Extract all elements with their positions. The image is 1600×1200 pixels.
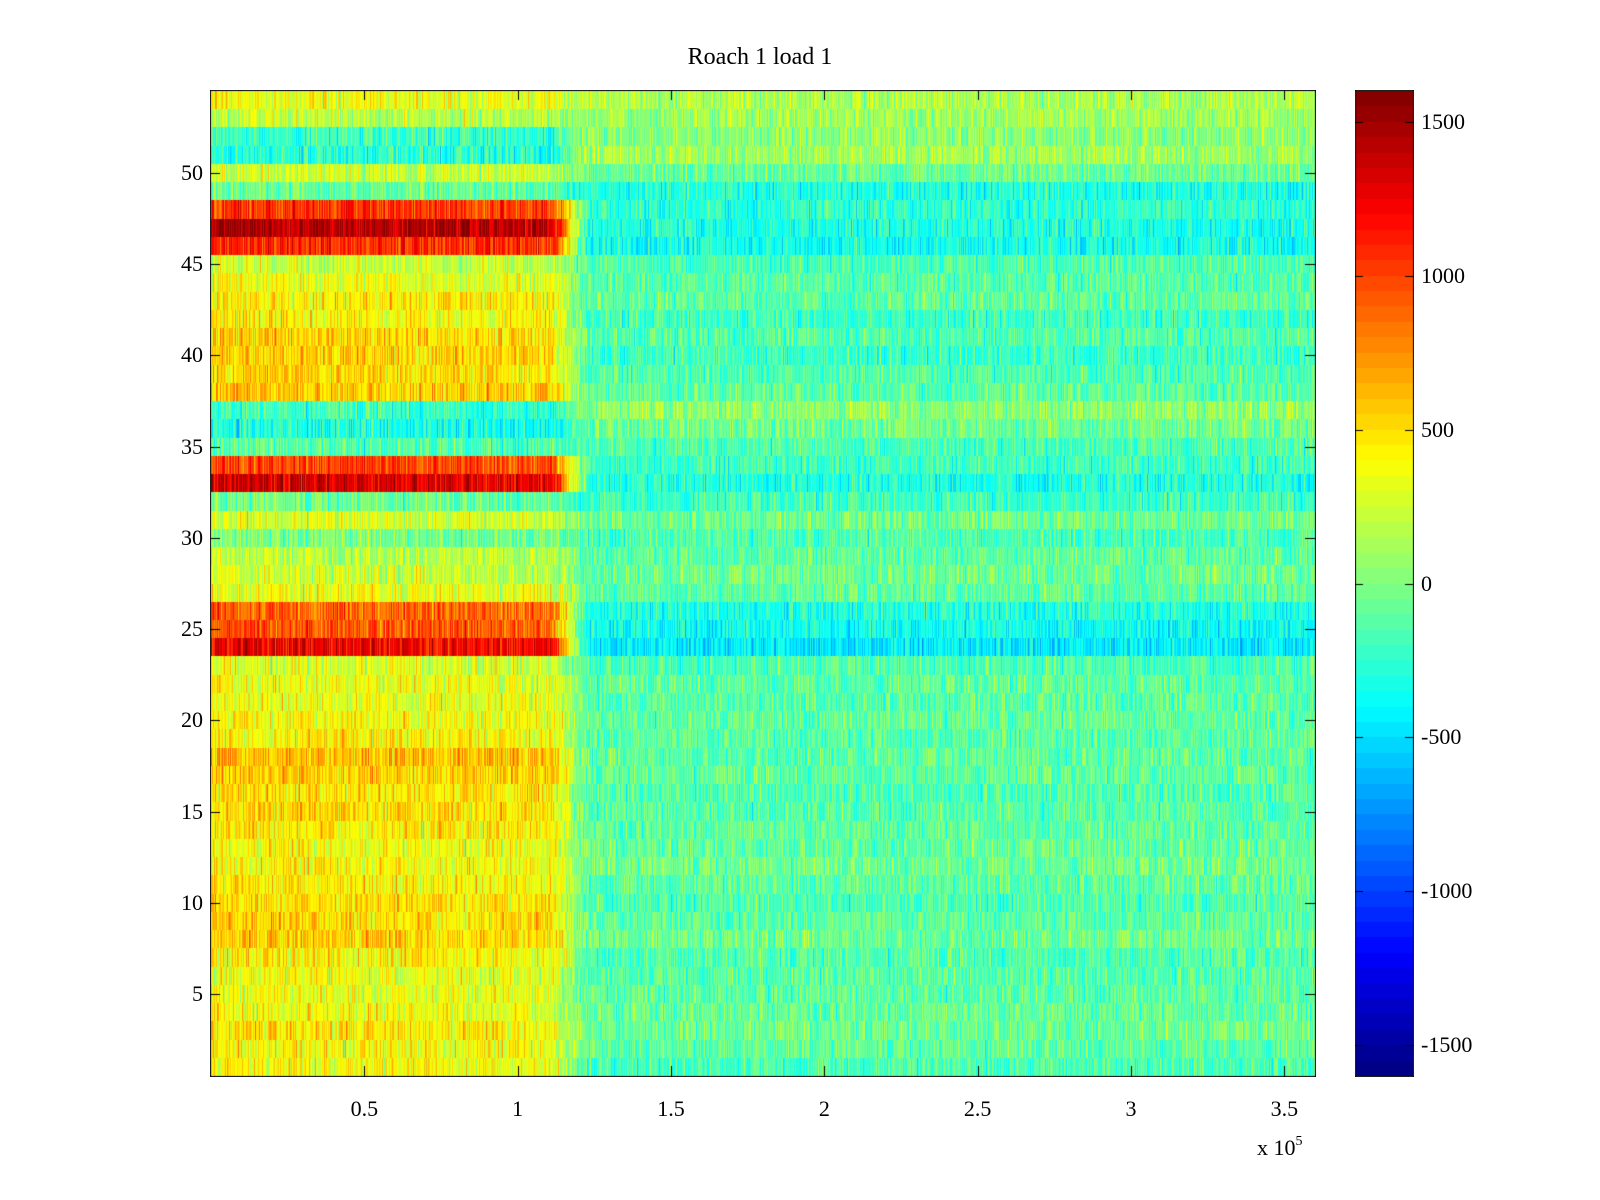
x-tick-label: 1 [512, 1096, 524, 1121]
y-tick-label: 30 [181, 524, 203, 550]
y-tick-label: 15 [181, 798, 203, 824]
x-tick-label: 3 [1125, 1096, 1137, 1121]
colorbar-tick-label: 500 [1421, 416, 1454, 442]
colorbar-tick-label: -500 [1421, 724, 1462, 750]
colorbar-axes [1355, 90, 1414, 1077]
x-tick-label: 2.5 [963, 1096, 992, 1121]
y-tick-label: 25 [181, 616, 203, 642]
y-tick-label: 5 [192, 980, 203, 1006]
y-tick-label: 35 [181, 433, 203, 459]
y-tick-label: 20 [181, 707, 203, 733]
y-tick-label: 40 [181, 342, 203, 368]
x-axis-exponent: x 105 [1257, 1133, 1303, 1161]
y-tick-label: 45 [181, 251, 203, 277]
x-exponent-power: 5 [1295, 1133, 1303, 1149]
colorbar-tick-label: 0 [1421, 570, 1432, 596]
y-tick-label: 10 [181, 889, 203, 915]
y-tick-label: 50 [181, 160, 203, 186]
colorbar-tick-label: 1500 [1421, 108, 1465, 134]
colorbar-tick-label: -1000 [1421, 878, 1473, 904]
plot-axes [210, 90, 1316, 1077]
x-tick-label: 3.5 [1270, 1096, 1299, 1121]
x-tick-label: 0.5 [350, 1096, 379, 1121]
chart-title: Roach 1 load 1 [687, 44, 833, 70]
colorbar-tick-label: 1000 [1421, 262, 1465, 288]
x-exponent-base: x 10 [1257, 1135, 1296, 1160]
colorbar-tick-label: -1500 [1421, 1032, 1473, 1058]
x-tick-label: 2 [818, 1096, 830, 1121]
x-tick-label: 1.5 [657, 1096, 685, 1121]
